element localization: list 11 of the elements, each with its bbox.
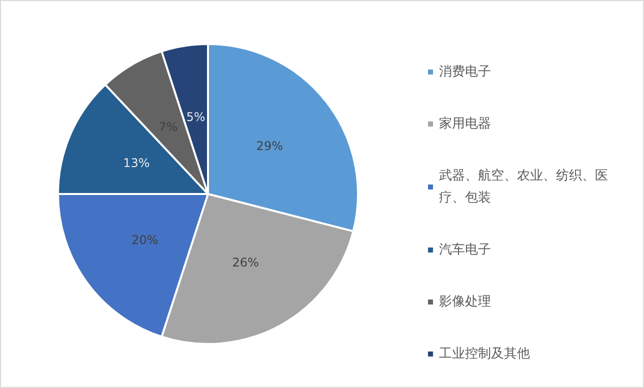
data-label: 26% bbox=[232, 255, 259, 270]
legend-label: 消费电子 bbox=[439, 64, 491, 80]
data-label: 13% bbox=[123, 156, 150, 170]
legend-label: 家用电器 bbox=[439, 116, 491, 132]
data-label: 5% bbox=[186, 110, 206, 124]
legend-label: 汽车电子 bbox=[439, 242, 491, 258]
data-label: 29% bbox=[256, 139, 283, 154]
legend-label: 影像处理 bbox=[439, 294, 491, 310]
legend-label: 武器、航空、农业、纺织、医疗、包装 bbox=[439, 168, 608, 206]
data-label: 20% bbox=[132, 232, 158, 247]
legend-label: 工业控制及其他 bbox=[439, 346, 530, 362]
